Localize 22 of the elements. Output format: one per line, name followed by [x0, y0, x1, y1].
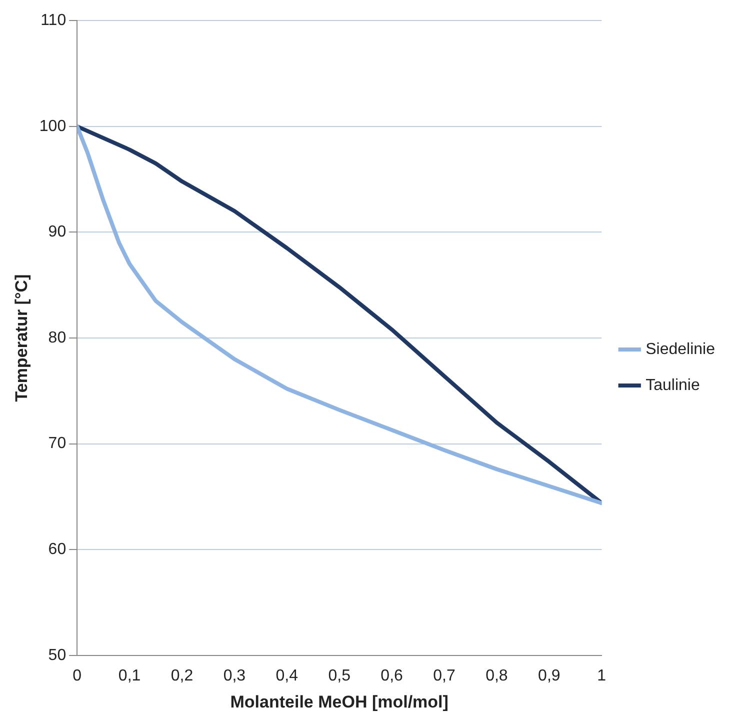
y-tick-label: 80: [48, 329, 66, 346]
x-tick-label: 0,9: [538, 667, 560, 684]
y-axis-title: Temperatur [°C]: [12, 274, 31, 402]
y-tick-label: 50: [48, 646, 66, 664]
x-tick-label: 0,6: [380, 667, 404, 684]
x-axis-title: Molanteile MeOH [mol/mol]: [230, 692, 448, 712]
x-tick-label: 0,7: [433, 667, 456, 684]
legend-label: Taulinie: [646, 376, 700, 394]
x-tick-label: 0,4: [276, 667, 298, 684]
x-tick-label: 0,1: [118, 667, 141, 684]
x-tick-label: 0,2: [170, 667, 194, 684]
y-tick-label: 110: [40, 12, 66, 30]
y-tick-label: 70: [48, 435, 66, 452]
x-tick-label: 0,8: [486, 667, 508, 684]
x-tick-label: 0,5: [328, 667, 351, 684]
x-tick-label: 0,3: [223, 667, 246, 684]
x-tick-label: 1: [597, 667, 606, 684]
y-tick-label: 60: [48, 541, 66, 558]
x-tick-label: 0: [72, 667, 82, 684]
legend-label: Siedelinie: [646, 340, 716, 358]
y-tick-label: 90: [48, 224, 66, 241]
y-tick-label: 100: [39, 118, 66, 135]
